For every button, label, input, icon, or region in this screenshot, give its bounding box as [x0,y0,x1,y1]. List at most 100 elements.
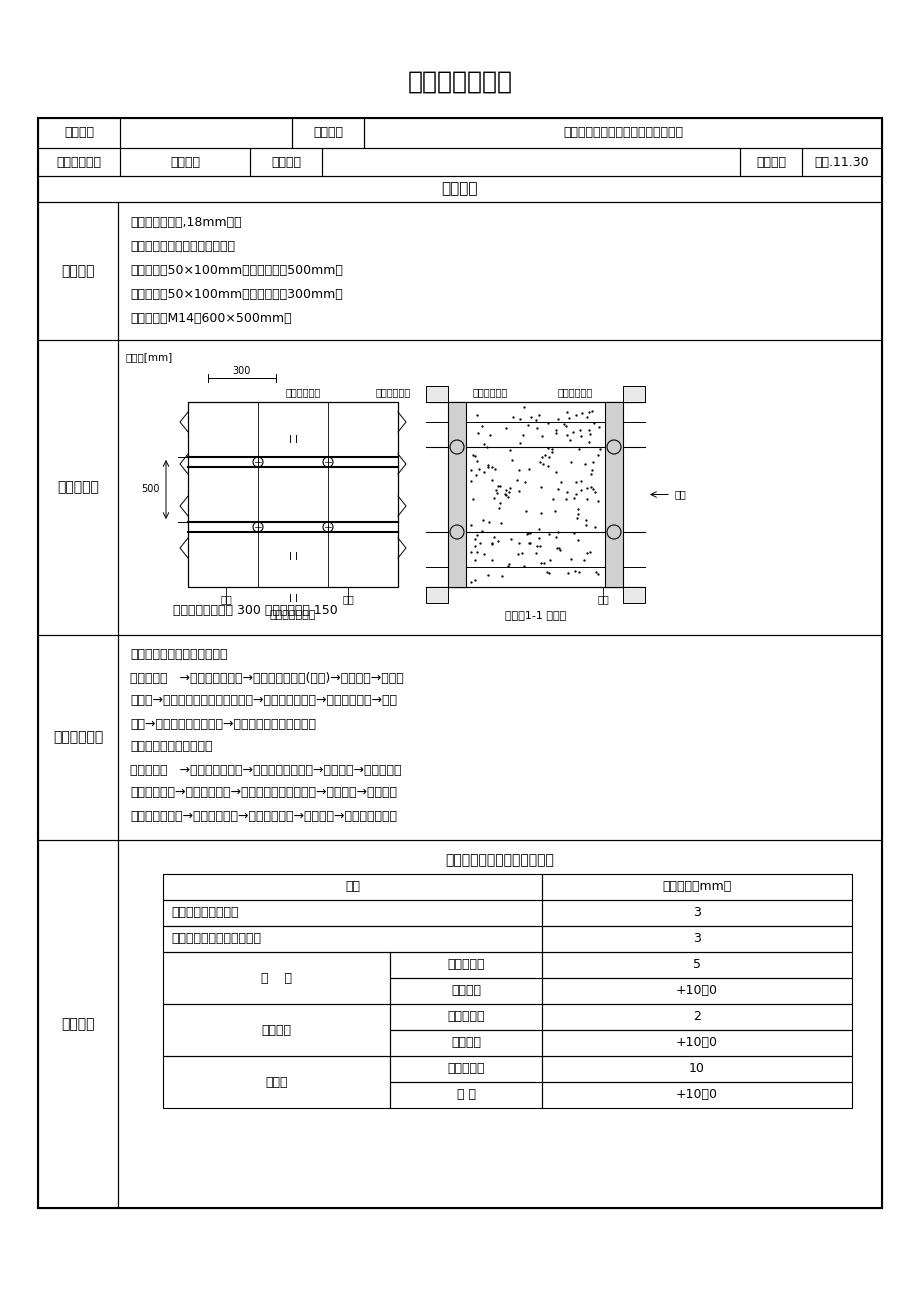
Text: 栓及塑料套管→清扫墙内杂物→安装就位另一侧墙模板→安装斜撑→穿墙螺栓: 栓及塑料套管→清扫墙内杂物→安装就位另一侧墙模板→安装斜撑→穿墙螺栓 [130,786,397,799]
Bar [38,118,119,148]
Bar [622,385,644,402]
Text: 次楞（方木）: 次楞（方木） [376,387,411,397]
Text: 板平直→安装第二步至顶部两侧模板→安装内楞调平直→安装穿墙螺栓→安装: 板平直→安装第二步至顶部两侧模板→安装内楞调平直→安装穿墙螺栓→安装 [130,694,397,707]
Text: 交底内容: 交底内容 [441,181,478,197]
Text: I I: I I [289,552,297,562]
Text: 预留洞: 预留洞 [266,1075,288,1088]
Bar [163,1004,390,1056]
Bar [448,402,466,587]
Bar [38,148,119,176]
Text: 300: 300 [233,366,251,376]
Bar [390,1004,541,1030]
Bar [118,635,881,840]
Bar [187,402,398,587]
Bar [425,587,448,603]
Text: 施工工艺流程: 施工工艺流程 [52,730,103,745]
Bar [541,1082,851,1108]
Text: 主楞：木方50×100mm；主楞间距：500mm；: 主楞：木方50×100mm；主楞间距：500mm； [130,263,343,276]
Bar [163,952,390,1004]
Bar [163,926,541,952]
Text: 外楞→加斜撑并调模板平直→与柱、墙、楼板模板连接: 外楞→加斜撑并调模板平直→与柱、墙、楼板模板连接 [130,717,315,730]
Text: 面板：胶合面板,18mm厚；: 面板：胶合面板,18mm厚； [130,216,242,228]
Text: 预埋管、预留孔中心线位置: 预埋管、预留孔中心线位置 [171,932,261,945]
Bar [163,1056,390,1108]
Text: 次楞：木方50×100mm；次楞间距：300mm；: 次楞：木方50×100mm；次楞间距：300mm； [130,288,343,301]
Bar [541,952,851,978]
Text: 墙模板1-1 剖面图: 墙模板1-1 剖面图 [505,611,565,620]
Text: 交底时间: 交底时间 [755,155,785,168]
Text: 预埋钢板中心线位置: 预埋钢板中心线位置 [171,906,238,919]
Text: 主楞（方木）: 主楞（方木） [286,387,321,397]
Circle shape [449,525,463,539]
Text: 次楞（方木）: 次楞（方木） [558,387,593,397]
Text: 穿墙螺杆：M14，600×500mm；: 穿墙螺杆：M14，600×500mm； [130,311,291,324]
Circle shape [607,525,620,539]
Bar [38,202,118,340]
Text: I I: I I [289,594,297,604]
Bar [739,148,801,176]
Text: 预拼装墙模板工艺流程：: 预拼装墙模板工艺流程： [130,741,212,754]
Bar [38,635,118,840]
Bar [38,340,118,635]
Circle shape [449,440,463,454]
Bar [390,1056,541,1082]
Text: +10，0: +10，0 [675,984,717,997]
Text: 10: 10 [688,1062,704,1075]
Text: 穿过另一侧墙模→调整模板位置→紧固穿墙螺栓→斜撑固定→与相邻模板连接: 穿过另一侧墙模→调整模板位置→紧固穿墙螺栓→斜撑固定→与相邻模板连接 [130,810,397,823]
Bar [425,385,448,402]
Bar [119,118,291,148]
Text: I I: I I [289,435,297,445]
Bar [390,1082,541,1108]
Text: 单位：[mm]: 单位：[mm] [126,352,173,362]
Text: 质量要求: 质量要求 [62,1017,95,1031]
Text: 2: 2 [692,1010,700,1023]
Bar [118,840,881,1208]
Bar [38,118,881,1208]
Text: 中心线位置: 中心线位置 [447,1062,484,1075]
Bar [118,340,881,635]
Text: 施工单位: 施工单位 [312,126,343,139]
Text: 安装示意图: 安装示意图 [57,480,99,495]
Bar [541,1004,851,1030]
Text: 主楞布置方式：主楞水平布置；: 主楞布置方式：主楞水平布置； [130,240,234,253]
Text: 外露长度: 外露长度 [450,1036,481,1049]
Text: +10，0: +10，0 [675,1088,717,1101]
Text: 项目: 项目 [345,880,359,893]
Text: 墙模板正立面图: 墙模板正立面图 [269,611,316,620]
Circle shape [607,440,620,454]
Bar [322,148,739,176]
Text: 预埋件和预留孔洞的允许偏差: 预埋件和预留孔洞的允许偏差 [445,853,554,867]
Text: 单块就位组拼安装工艺流程：: 单块就位组拼安装工艺流程： [130,648,227,661]
Text: 螺栓: 螺栓 [596,594,608,604]
Bar [163,874,541,900]
Text: 工程名称: 工程名称 [64,126,94,139]
Text: +10，0: +10，0 [675,1036,717,1049]
Text: 交底部位: 交底部位 [271,155,301,168]
Text: 注：墙厚大于等于 300 时次楞间距为 150: 注：墙厚大于等于 300 时次楞间距为 150 [173,604,337,617]
Bar [390,952,541,978]
Bar [622,587,644,603]
Bar [118,202,881,340]
Bar [390,978,541,1004]
Bar [541,1030,851,1056]
Bar [38,176,881,202]
Bar [541,978,851,1004]
Text: 分项工程名称: 分项工程名称 [56,155,101,168]
Text: 插    筋: 插 筋 [261,971,292,984]
Text: 允许偏差（mm）: 允许偏差（mm） [662,880,731,893]
Text: 面板: 面板 [675,490,686,500]
Text: 尺 寸: 尺 寸 [456,1088,475,1101]
Text: 螺栓: 螺栓 [342,594,354,604]
Text: 500: 500 [141,484,159,495]
Bar [119,148,250,176]
Text: 某某市某某区某某建筑工程有限公司: 某某市某某区某某建筑工程有限公司 [562,126,682,139]
Bar [38,840,118,1208]
Text: 面板: 面板 [220,594,232,604]
Text: 预埋螺栓: 预埋螺栓 [261,1023,291,1036]
Bar [250,148,322,176]
Text: 某某.11.30: 某某.11.30 [814,155,868,168]
Text: 3: 3 [692,932,700,945]
Text: 中心线位置: 中心线位置 [447,958,484,971]
Bar [541,926,851,952]
Bar [541,1056,851,1082]
